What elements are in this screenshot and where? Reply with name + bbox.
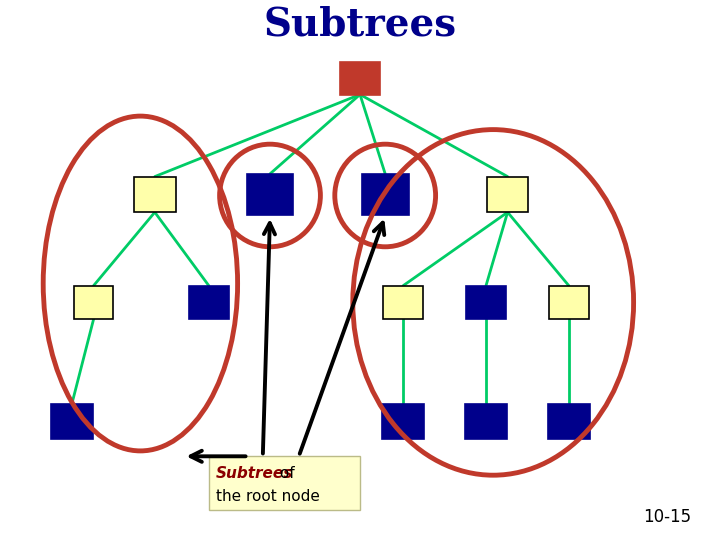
Bar — [382, 404, 424, 438]
Bar — [362, 174, 409, 214]
Bar — [548, 404, 590, 438]
Bar — [246, 174, 294, 214]
Bar — [549, 286, 589, 319]
Bar — [465, 404, 507, 438]
Text: the root node: the root node — [216, 489, 320, 504]
Bar — [134, 177, 176, 212]
Bar — [340, 62, 380, 94]
Bar — [51, 404, 93, 438]
Bar — [189, 286, 228, 319]
Text: of: of — [275, 466, 294, 481]
Bar — [384, 286, 423, 319]
Text: 10-15: 10-15 — [643, 509, 691, 526]
FancyBboxPatch shape — [209, 456, 360, 510]
Bar — [467, 286, 506, 319]
Bar — [487, 177, 528, 212]
Text: Subtrees: Subtrees — [216, 466, 293, 481]
Text: Subtrees: Subtrees — [264, 5, 456, 43]
Bar — [74, 286, 114, 319]
